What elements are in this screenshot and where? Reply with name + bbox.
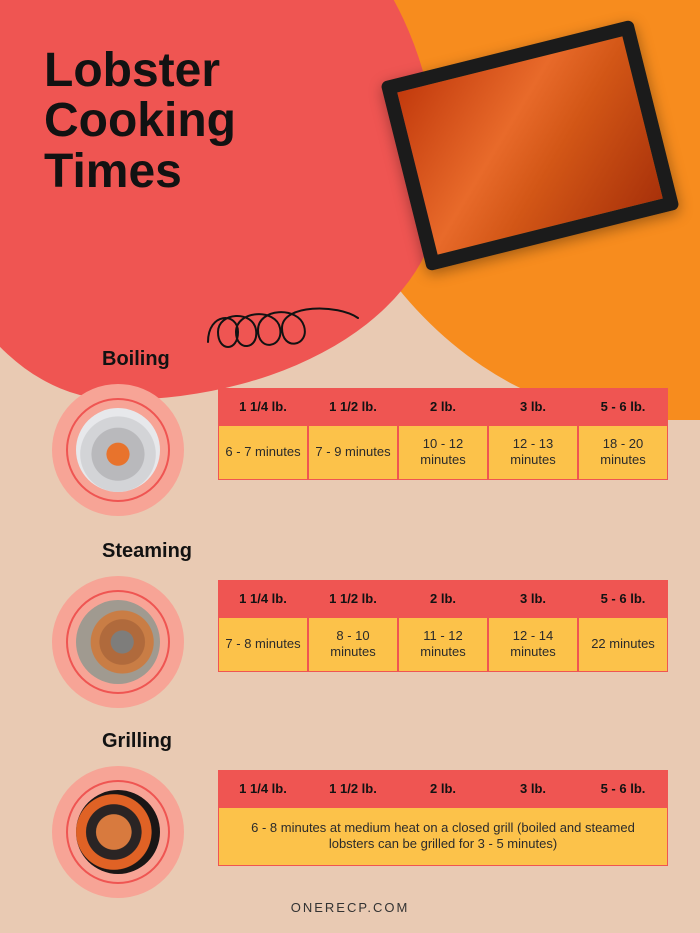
steaming-time-cell: 22 minutes — [578, 617, 668, 672]
steaming-photo — [76, 600, 160, 684]
weight-header: 1 1/2 lb. — [308, 770, 398, 807]
boiling-label: Boiling — [102, 348, 700, 371]
weight-header: 1 1/2 lb. — [308, 388, 398, 425]
boiling-table: 1 1/4 lb. 1 1/2 lb. 2 lb. 3 lb. 5 - 6 lb… — [218, 388, 668, 480]
boiling-time-cell: 10 - 12 minutes — [398, 425, 488, 480]
boiling-time-cell: 12 - 13 minutes — [488, 425, 578, 480]
page-title: Lobster Cooking Times — [44, 46, 236, 197]
boiling-photo — [76, 408, 160, 492]
footer-credit: ONERECP.COM — [0, 900, 700, 915]
steaming-photo-ring — [52, 576, 184, 708]
grilling-table: 1 1/4 lb. 1 1/2 lb. 2 lb. 3 lb. 5 - 6 lb… — [218, 770, 668, 866]
section-steaming: Steaming 1 1/4 lb. 1 1/2 lb. 2 lb. 3 lb.… — [0, 540, 700, 571]
weight-header: 2 lb. — [398, 770, 488, 807]
boiling-time-cell: 18 - 20 minutes — [578, 425, 668, 480]
weight-header: 3 lb. — [488, 770, 578, 807]
weight-header: 1 1/2 lb. — [308, 580, 398, 617]
weight-header: 5 - 6 lb. — [578, 580, 668, 617]
boiling-time-cell: 6 - 7 minutes — [218, 425, 308, 480]
boiling-header-row: 1 1/4 lb. 1 1/2 lb. 2 lb. 3 lb. 5 - 6 lb… — [218, 388, 668, 425]
title-line-3: Times — [44, 145, 182, 198]
steaming-time-cell: 7 - 8 minutes — [218, 617, 308, 672]
steaming-header-row: 1 1/4 lb. 1 1/2 lb. 2 lb. 3 lb. 5 - 6 lb… — [218, 580, 668, 617]
weight-header: 5 - 6 lb. — [578, 770, 668, 807]
weight-header: 3 lb. — [488, 580, 578, 617]
steaming-time-cell: 11 - 12 minutes — [398, 617, 488, 672]
section-grilling: Grilling 1 1/4 lb. 1 1/2 lb. 2 lb. 3 lb.… — [0, 730, 700, 761]
grilling-note-row: 6 - 8 minutes at medium heat on a closed… — [218, 807, 668, 866]
weight-header: 2 lb. — [398, 580, 488, 617]
steaming-time-cell: 12 - 14 minutes — [488, 617, 578, 672]
grilling-header-row: 1 1/4 lb. 1 1/2 lb. 2 lb. 3 lb. 5 - 6 lb… — [218, 770, 668, 807]
grilling-note-cell: 6 - 8 minutes at medium heat on a closed… — [218, 807, 668, 866]
weight-header: 1 1/4 lb. — [218, 388, 308, 425]
boiling-photo-ring — [52, 384, 184, 516]
weight-header: 1 1/4 lb. — [218, 770, 308, 807]
weight-header: 2 lb. — [398, 388, 488, 425]
weight-header: 3 lb. — [488, 388, 578, 425]
weight-header: 5 - 6 lb. — [578, 388, 668, 425]
grilling-label: Grilling — [102, 730, 700, 753]
steaming-times-row: 7 - 8 minutes 8 - 10 minutes 11 - 12 min… — [218, 617, 668, 672]
grilling-photo-ring — [52, 766, 184, 898]
steaming-time-cell: 8 - 10 minutes — [308, 617, 398, 672]
weight-header: 1 1/4 lb. — [218, 580, 308, 617]
steaming-table: 1 1/4 lb. 1 1/2 lb. 2 lb. 3 lb. 5 - 6 lb… — [218, 580, 668, 672]
title-line-1: Lobster — [44, 44, 220, 97]
title-line-2: Cooking — [44, 94, 236, 147]
boiling-times-row: 6 - 7 minutes 7 - 9 minutes 10 - 12 minu… — [218, 425, 668, 480]
squiggle-decoration — [198, 282, 368, 362]
boiling-time-cell: 7 - 9 minutes — [308, 425, 398, 480]
grilling-photo — [76, 790, 160, 874]
steaming-label: Steaming — [102, 540, 700, 563]
